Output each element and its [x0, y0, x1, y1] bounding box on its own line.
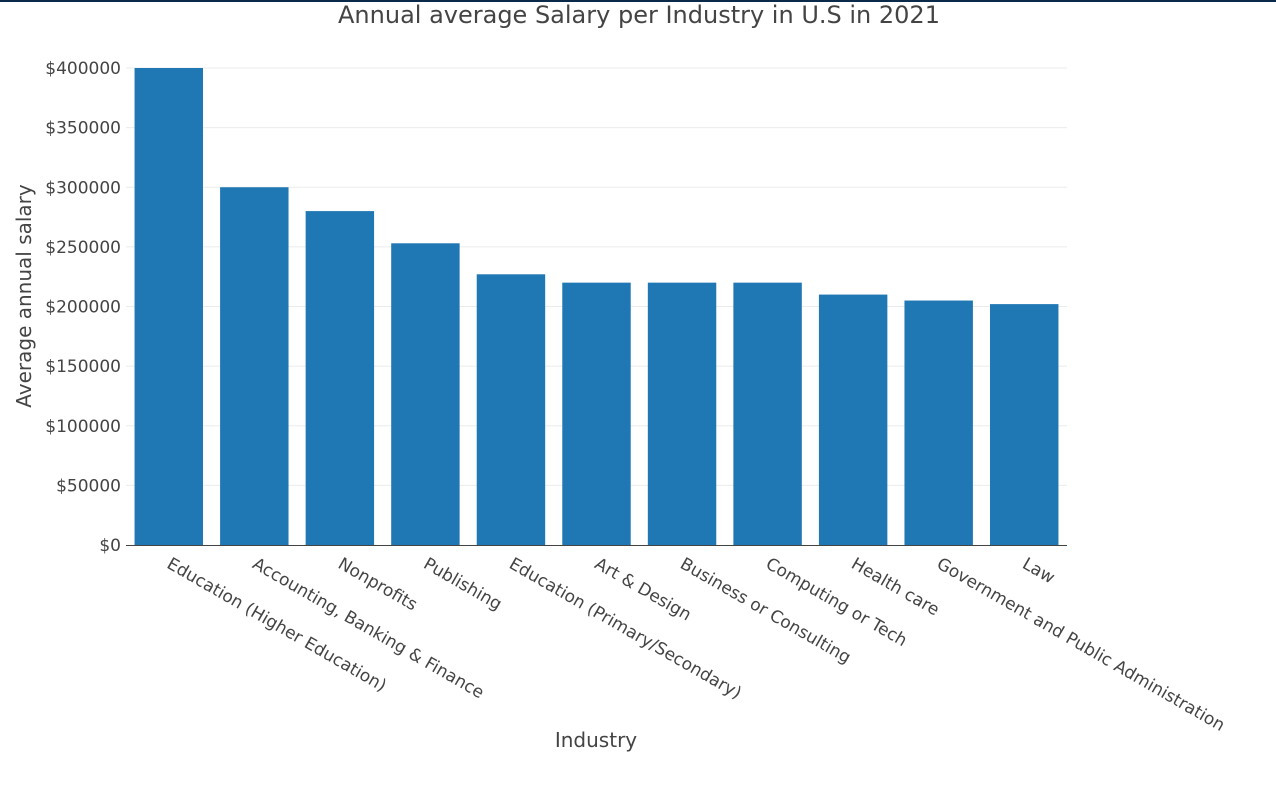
bar: [562, 282, 631, 545]
bar: [733, 282, 802, 545]
y-tick-label: $150000: [45, 357, 121, 377]
x-tick-label: Law: [1019, 554, 1058, 588]
y-axis-ticks: $0 $50000 $100000 $150000 $200000 $250000 $300…: [45, 59, 121, 556]
x-tick-label: Publishing: [420, 554, 505, 615]
y-tick-label: $400000: [45, 59, 121, 79]
x-tick-label: Computing or Tech: [762, 554, 910, 651]
y-tick-label: $250000: [45, 238, 121, 258]
chart-title: Annual average Salary per Industry in U.…: [338, 1, 940, 29]
x-axis-title: Industry: [555, 728, 637, 752]
y-tick-label: $100000: [45, 417, 121, 437]
y-tick-label: $50000: [56, 476, 121, 496]
bar: [476, 274, 546, 545]
top-border: [0, 0, 1276, 2]
y-tick-label: $200000: [45, 298, 121, 318]
bar: [818, 294, 888, 545]
bar: [904, 300, 973, 545]
y-tick-label: $350000: [45, 119, 121, 139]
y-tick-label: $0: [99, 536, 121, 556]
bar: [220, 187, 289, 545]
bar: [990, 304, 1059, 545]
bar: [647, 282, 717, 545]
x-axis-ticks: Education (Higher Education)Accounting, …: [163, 554, 1228, 736]
bars: [134, 68, 1059, 546]
y-tick-label: $300000: [45, 178, 121, 198]
y-axis-title: Average annual salary: [12, 184, 36, 408]
x-tick-label: Government and Public Administration: [933, 554, 1228, 736]
bar: [134, 68, 203, 545]
bar: [391, 243, 460, 546]
bar: [305, 211, 375, 545]
